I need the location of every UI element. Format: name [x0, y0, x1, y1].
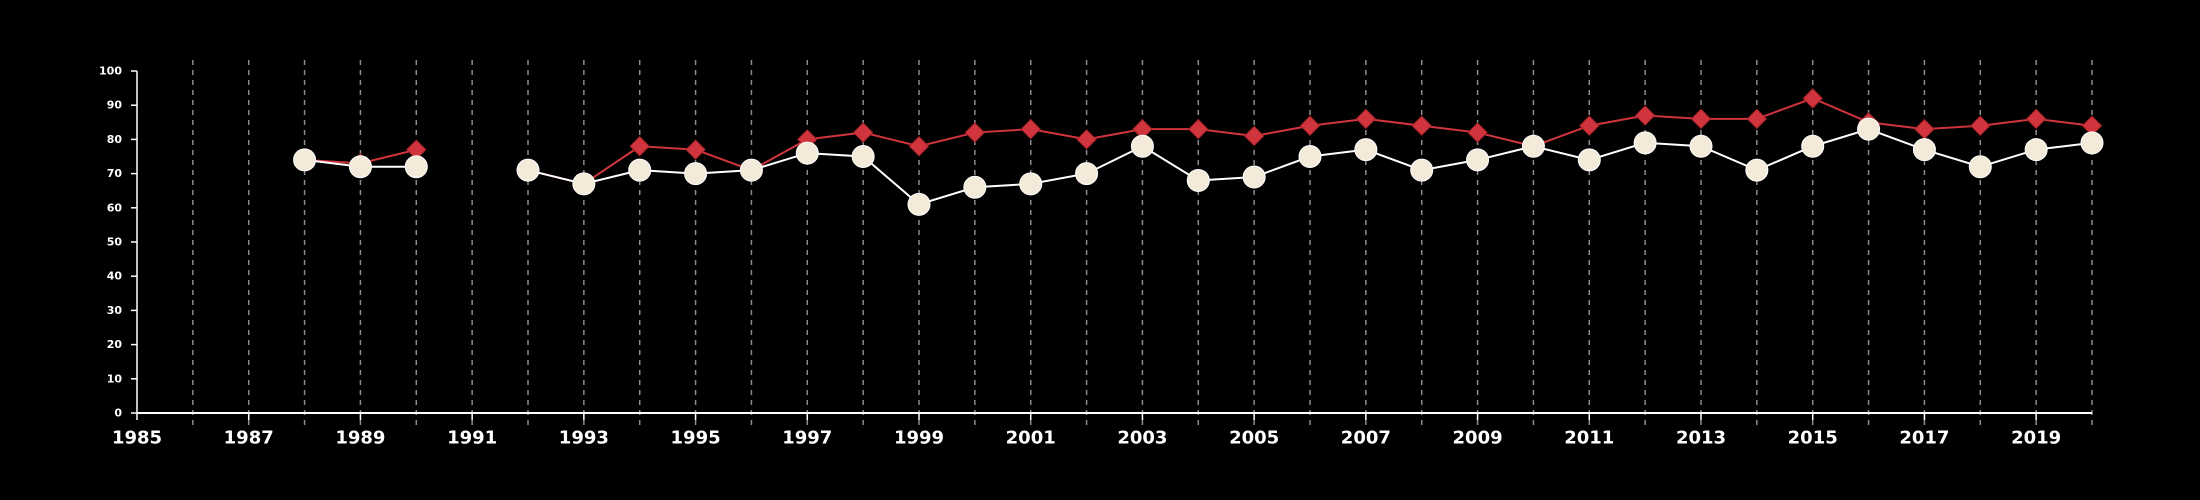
red-series-point: [852, 122, 874, 143]
white-series-point: [1857, 117, 1881, 141]
red-series-point: [629, 136, 650, 157]
white-series-point: [2024, 138, 2048, 162]
white-series-point: [963, 175, 987, 199]
white-series-point: [1298, 145, 1322, 168]
white-series-point: [628, 158, 652, 182]
red-series-point: [1020, 118, 1041, 140]
y-tick-label: 0: [114, 407, 122, 420]
red-series-point: [1579, 115, 1600, 136]
white-series-point: [1633, 131, 1657, 155]
red-series-point: [1467, 122, 1488, 143]
white-series-point: [1019, 172, 1043, 196]
red-series-point: [1076, 129, 1097, 150]
x-tick-label: 1997: [782, 428, 832, 449]
white-series-point: [2080, 131, 2104, 155]
white-series-point: [1968, 155, 1992, 179]
white-series-point: [907, 192, 931, 216]
y-tick-label: 70: [107, 167, 123, 180]
red-series-point: [685, 139, 706, 160]
white-series-point: [1689, 134, 1713, 158]
white-series-point: [1912, 138, 1936, 162]
x-tick-label: 1993: [559, 428, 609, 449]
white-series-point: [1801, 134, 1825, 158]
white-series-point: [1354, 138, 1378, 162]
x-tick-label: 2019: [2011, 428, 2061, 449]
x-tick-label: 2011: [1564, 428, 1614, 449]
red-series-point: [964, 122, 986, 143]
y-tick-label: 20: [107, 338, 123, 351]
white-series-point: [293, 148, 317, 172]
x-tick-label: 2001: [1006, 428, 1056, 449]
red-series-point: [1634, 105, 1656, 126]
x-tick-label: 1991: [447, 428, 497, 449]
white-series-point: [1577, 148, 1601, 172]
x-tick-label: 1995: [671, 428, 721, 449]
white-series-point: [1242, 165, 1266, 189]
white-series-point: [1130, 134, 1154, 158]
x-tick-label: 1999: [894, 428, 944, 449]
white-series-point: [1186, 168, 1210, 192]
white-series-point: [1466, 148, 1490, 172]
red-series-point: [1188, 118, 1209, 140]
white-series-point: [739, 158, 763, 182]
red-series-point: [1690, 108, 1712, 130]
red-series-point: [1299, 115, 1321, 136]
y-tick-label: 10: [107, 372, 123, 385]
vertical-grid: [192, 60, 2093, 426]
x-tick-label: 2003: [1117, 428, 1167, 449]
series-markers: [293, 88, 2104, 216]
x-tick-label: 2013: [1676, 428, 1726, 449]
red-series-point: [1802, 88, 1823, 109]
white-series-point: [851, 145, 875, 168]
red-series-point: [1243, 125, 1265, 147]
red-series-point: [1746, 108, 1768, 130]
x-tick-label: 2015: [1788, 428, 1838, 449]
x-tick-label: 1987: [224, 428, 274, 449]
y-tick-label: 80: [107, 133, 123, 146]
y-tick-label: 100: [99, 65, 122, 78]
y-tick-label: 90: [107, 99, 123, 112]
red-series-point: [908, 136, 930, 157]
red-series-point: [1411, 115, 1432, 136]
x-tick-label: 2009: [1453, 428, 1503, 449]
axes: 0 10 20 30 40 50 60 70 80 90 100 1985 1987 1989 1991 19…: [99, 65, 2092, 449]
white-series-point: [348, 155, 372, 179]
white-series-point: [1075, 162, 1099, 186]
y-tick-label: 40: [107, 270, 123, 283]
x-tick-label: 1985: [112, 428, 162, 449]
red-series-point: [1355, 108, 1377, 130]
x-tick-label: 2007: [1341, 428, 1391, 449]
white-series-point: [795, 141, 819, 165]
white-series-point: [572, 172, 596, 196]
white-series-point: [1521, 134, 1545, 158]
white-series-point: [516, 158, 540, 182]
x-tick-label: 2017: [1899, 428, 1949, 449]
y-tick-label: 60: [107, 201, 123, 214]
white-series-point: [404, 155, 428, 179]
red-series-point: [2025, 108, 2047, 130]
white-series-point: [1410, 158, 1434, 182]
red-series-point: [1970, 115, 1991, 136]
x-tick-label: 1989: [335, 428, 385, 449]
x-tick-label: 2005: [1229, 428, 1279, 449]
white-series-point: [1745, 158, 1769, 182]
y-tick-label: 30: [107, 304, 123, 317]
y-tick-label: 50: [107, 236, 123, 249]
white-series-point: [684, 162, 708, 186]
